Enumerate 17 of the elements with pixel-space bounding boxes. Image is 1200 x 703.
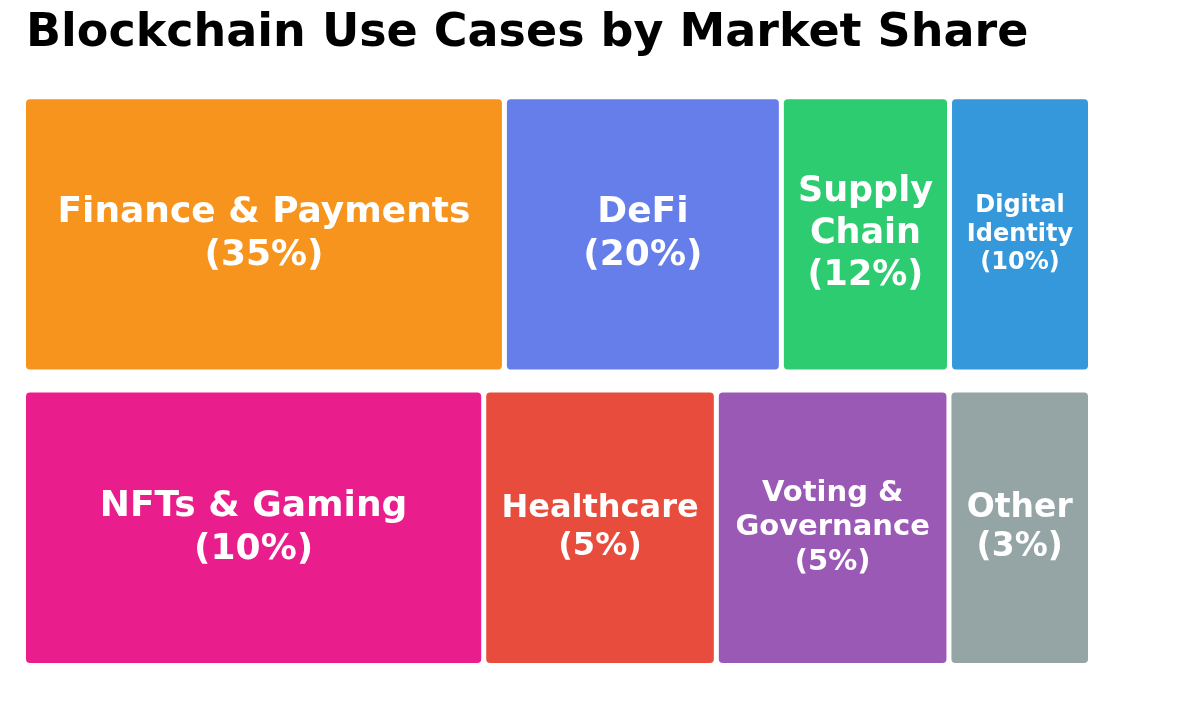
- category-label: Finance & Payments: [57, 189, 471, 231]
- category-label: NFTs & Gaming: [99, 482, 408, 524]
- data-label: (5%): [558, 525, 642, 564]
- text: Blockchain Use Cases by Market Share: [26, 2, 1029, 57]
- category-label: Supply Chain: [797, 169, 934, 252]
- category-label: Healthcare: [501, 486, 699, 525]
- data-label: (5%): [794, 543, 871, 578]
- data-label: (10%): [980, 247, 1060, 276]
- category-label: Digital Identity: [966, 189, 1074, 247]
- data-label: (12%): [807, 253, 924, 294]
- data-label: (10%): [194, 525, 314, 567]
- category-label: Voting & Governance: [735, 473, 930, 543]
- data-label: (35%): [204, 232, 324, 274]
- category-label: DeFi: [597, 189, 689, 231]
- data-label: (20%): [583, 232, 703, 274]
- data-label: (3%): [976, 525, 1063, 565]
- category-label: Other: [966, 485, 1074, 525]
